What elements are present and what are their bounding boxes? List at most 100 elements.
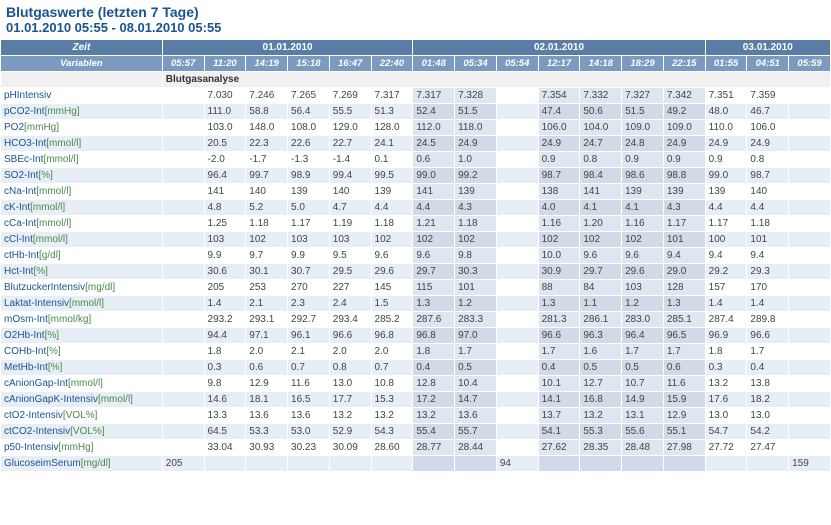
cell: 1.16 [538,216,580,232]
cell: 13.2 [413,408,455,424]
cell [496,216,538,232]
cell: 0.5 [455,360,497,376]
row-label: cK-Int[mmol/l] [1,200,163,216]
cell: 55.1 [663,424,705,440]
cell: 1.0 [455,152,497,168]
cell: 22.6 [288,136,330,152]
cell [789,184,831,200]
cell: 1.8 [413,344,455,360]
row-label: SBEc-Int[mmol/l] [1,152,163,168]
cell: 55.7 [455,424,497,440]
cell: 13.2 [705,376,747,392]
cell: 13.0 [705,408,747,424]
header-time-8: 05:54 [496,56,538,72]
cell [496,280,538,296]
cell [496,344,538,360]
cell: 139 [705,184,747,200]
header-time-14: 04:51 [747,56,789,72]
table-row: PO2[mmHg]103.0148.0108.0129.0128.0112.01… [1,120,831,136]
cell [789,328,831,344]
cell: 17.2 [413,392,455,408]
cell: 4.7 [329,200,371,216]
cell: 108.0 [288,120,330,136]
cell [496,376,538,392]
cell: 0.9 [538,152,580,168]
cell [789,120,831,136]
cell: 96.8 [413,328,455,344]
cell: 96.9 [705,328,747,344]
cell: 7.327 [622,88,664,104]
cell: 139 [455,184,497,200]
cell: 29.6 [622,264,664,280]
cell: 13.6 [455,408,497,424]
row-label: ctO2-Intensiv[VOL%] [1,408,163,424]
row-label: cCa-Int[mmol/l] [1,216,163,232]
cell: 30.1 [246,264,288,280]
cell [789,136,831,152]
cell [288,456,330,472]
cell: 103.0 [204,120,246,136]
cell: 54.7 [705,424,747,440]
cell: 24.9 [663,136,705,152]
cell: 4.3 [663,200,705,216]
cell: 5.0 [288,200,330,216]
cell: 98.4 [580,168,622,184]
cell: 139 [288,184,330,200]
cell [496,312,538,328]
cell: 55.4 [413,424,455,440]
cell [496,232,538,248]
cell: 56.4 [288,104,330,120]
cell: 283.3 [455,312,497,328]
cell: 106.0 [538,120,580,136]
cell: 29.7 [580,264,622,280]
cell [162,424,204,440]
header-time-0: 05:57 [162,56,204,72]
cell: 15.9 [663,392,705,408]
cell [162,88,204,104]
cell: 7.030 [204,88,246,104]
cell: 283.0 [622,312,664,328]
row-label: O2Hb-Int[%] [1,328,163,344]
header-date-2: 03.01.2010 [705,40,830,56]
cell: 98.6 [622,168,664,184]
cell [496,120,538,136]
row-label: Hct-Int[%] [1,264,163,280]
cell: 101 [663,232,705,248]
table-row: GlucoseimSerum[mg/dl]20594159 [1,456,831,472]
cell: 103 [288,232,330,248]
cell: 1.18 [371,216,413,232]
cell: 289.8 [747,312,789,328]
row-label: cAnionGapK-Intensiv[mmol/l] [1,392,163,408]
cell [162,168,204,184]
cell [162,280,204,296]
cell: 118.0 [455,120,497,136]
cell: 4.0 [538,200,580,216]
header-time-10: 14:18 [580,56,622,72]
cell: 29.7 [413,264,455,280]
cell: 1.7 [747,344,789,360]
table-row: cK-Int[mmol/l]4.85.25.04.74.44.44.34.04.… [1,200,831,216]
section-row: Blutgasanalyse [1,72,831,88]
cell: 28.44 [455,440,497,456]
cell: 30.7 [288,264,330,280]
cell [496,88,538,104]
cell: 13.2 [371,408,413,424]
table-body: BlutgasanalysepHIntensiv7.0307.2467.2657… [1,72,831,472]
cell: 140 [329,184,371,200]
cell: 53.3 [246,424,288,440]
cell: 27.72 [705,440,747,456]
cell: 13.2 [580,408,622,424]
cell: 28.60 [371,440,413,456]
cell [162,392,204,408]
cell: 106.0 [747,120,789,136]
cell [496,296,538,312]
cell: 96.4 [204,168,246,184]
cell: 24.5 [413,136,455,152]
cell: 84 [580,280,622,296]
cell: 94 [496,456,538,472]
cell [162,184,204,200]
cell: 24.9 [538,136,580,152]
cell [789,264,831,280]
header-zeit: Zeit [1,40,163,56]
cell: 0.6 [663,360,705,376]
